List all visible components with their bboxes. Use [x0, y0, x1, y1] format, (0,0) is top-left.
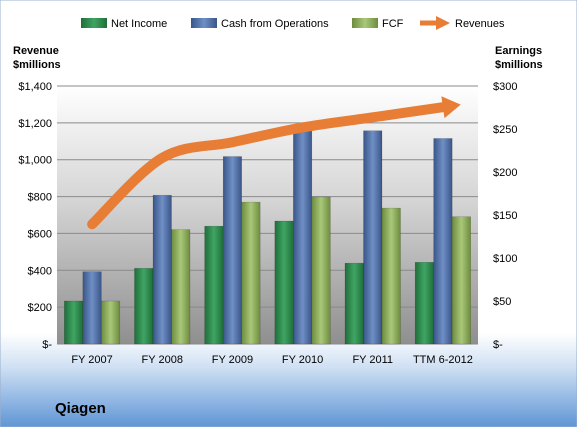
bar-fcf: [241, 201, 261, 345]
bar-cash-from-operations: [152, 194, 172, 345]
bar-fcf: [381, 207, 401, 345]
left-axis-title-line1: Revenue: [13, 45, 59, 57]
right-tick-label: $200: [493, 167, 517, 179]
bar-fcf: [451, 216, 471, 345]
bar-net-income: [274, 220, 294, 345]
legend-label-net-income: Net Income: [111, 18, 167, 30]
right-tick-label: $300: [493, 81, 517, 93]
right-axis-title-line2: $millions: [495, 59, 543, 71]
left-tick-label: $1,200: [18, 118, 52, 130]
left-axis-title-line2: $millions: [13, 59, 61, 71]
left-tick-label: $1,000: [18, 155, 52, 167]
category-label: FY 2010: [282, 354, 323, 366]
right-tick-label: $50: [493, 296, 511, 308]
bars: [64, 127, 471, 345]
legend-label-fcf: FCF: [382, 18, 404, 30]
bar-net-income: [344, 262, 364, 345]
company-name: Qiagen: [55, 400, 106, 417]
bar-cash-from-operations: [82, 271, 102, 345]
bar-net-income: [204, 225, 224, 345]
left-tick-label: $800: [28, 192, 52, 204]
category-label: FY 2009: [212, 354, 253, 366]
bar-cash-from-operations: [293, 127, 313, 345]
bar-net-income: [414, 262, 434, 345]
bar-net-income: [64, 300, 84, 345]
left-tick-label: $-: [42, 339, 52, 351]
right-axis-ticks: $- $50 $100 $150 $200 $250 $300: [493, 81, 517, 351]
legend-swatch-net-income: [81, 18, 107, 28]
legend-arrowhead-revenues: [436, 16, 450, 30]
plot-area: [57, 86, 478, 344]
revenues-line-layer: [87, 96, 461, 230]
bar-fcf: [311, 196, 331, 345]
revenues-line: [87, 102, 448, 230]
bar-cash-from-operations: [222, 156, 242, 345]
legend-label-cash-from-operations: Cash from Operations: [221, 18, 329, 30]
legend-label-revenues: Revenues: [455, 18, 505, 30]
right-tick-label: $100: [493, 253, 517, 265]
bar-fcf: [101, 300, 121, 345]
left-tick-label: $200: [28, 302, 52, 314]
bar-fcf: [171, 229, 191, 345]
category-label: TTM 6-2012: [413, 354, 473, 366]
category-label: FY 2011: [352, 354, 393, 366]
left-tick-label: $400: [28, 265, 52, 277]
right-axis-title-line1: Earnings: [495, 45, 542, 57]
category-labels: FY 2007 FY 2008 FY 2009 FY 2010 FY 2011 TTM 6…: [71, 354, 472, 366]
category-label: FY 2007: [71, 354, 112, 366]
left-tick-label: $600: [28, 228, 52, 240]
legend: Net Income Cash from Operations FCF Reve…: [81, 16, 505, 30]
right-tick-label: $150: [493, 210, 517, 222]
revenues-arrowhead: [441, 96, 461, 119]
bar-cash-from-operations: [363, 130, 383, 345]
category-label: FY 2008: [142, 354, 183, 366]
legend-swatch-fcf: [352, 18, 378, 28]
left-tick-label: $1,400: [18, 81, 52, 93]
right-tick-label: $250: [493, 124, 517, 136]
left-axis-ticks: $- $200 $400 $600 $800 $1,000 $1,200 $1,400: [18, 81, 52, 351]
bar-net-income: [134, 268, 154, 345]
legend-swatch-cash-from-operations: [191, 18, 217, 28]
right-tick-label: $-: [493, 339, 503, 351]
gridlines: [57, 85, 478, 345]
bar-cash-from-operations: [433, 138, 453, 345]
